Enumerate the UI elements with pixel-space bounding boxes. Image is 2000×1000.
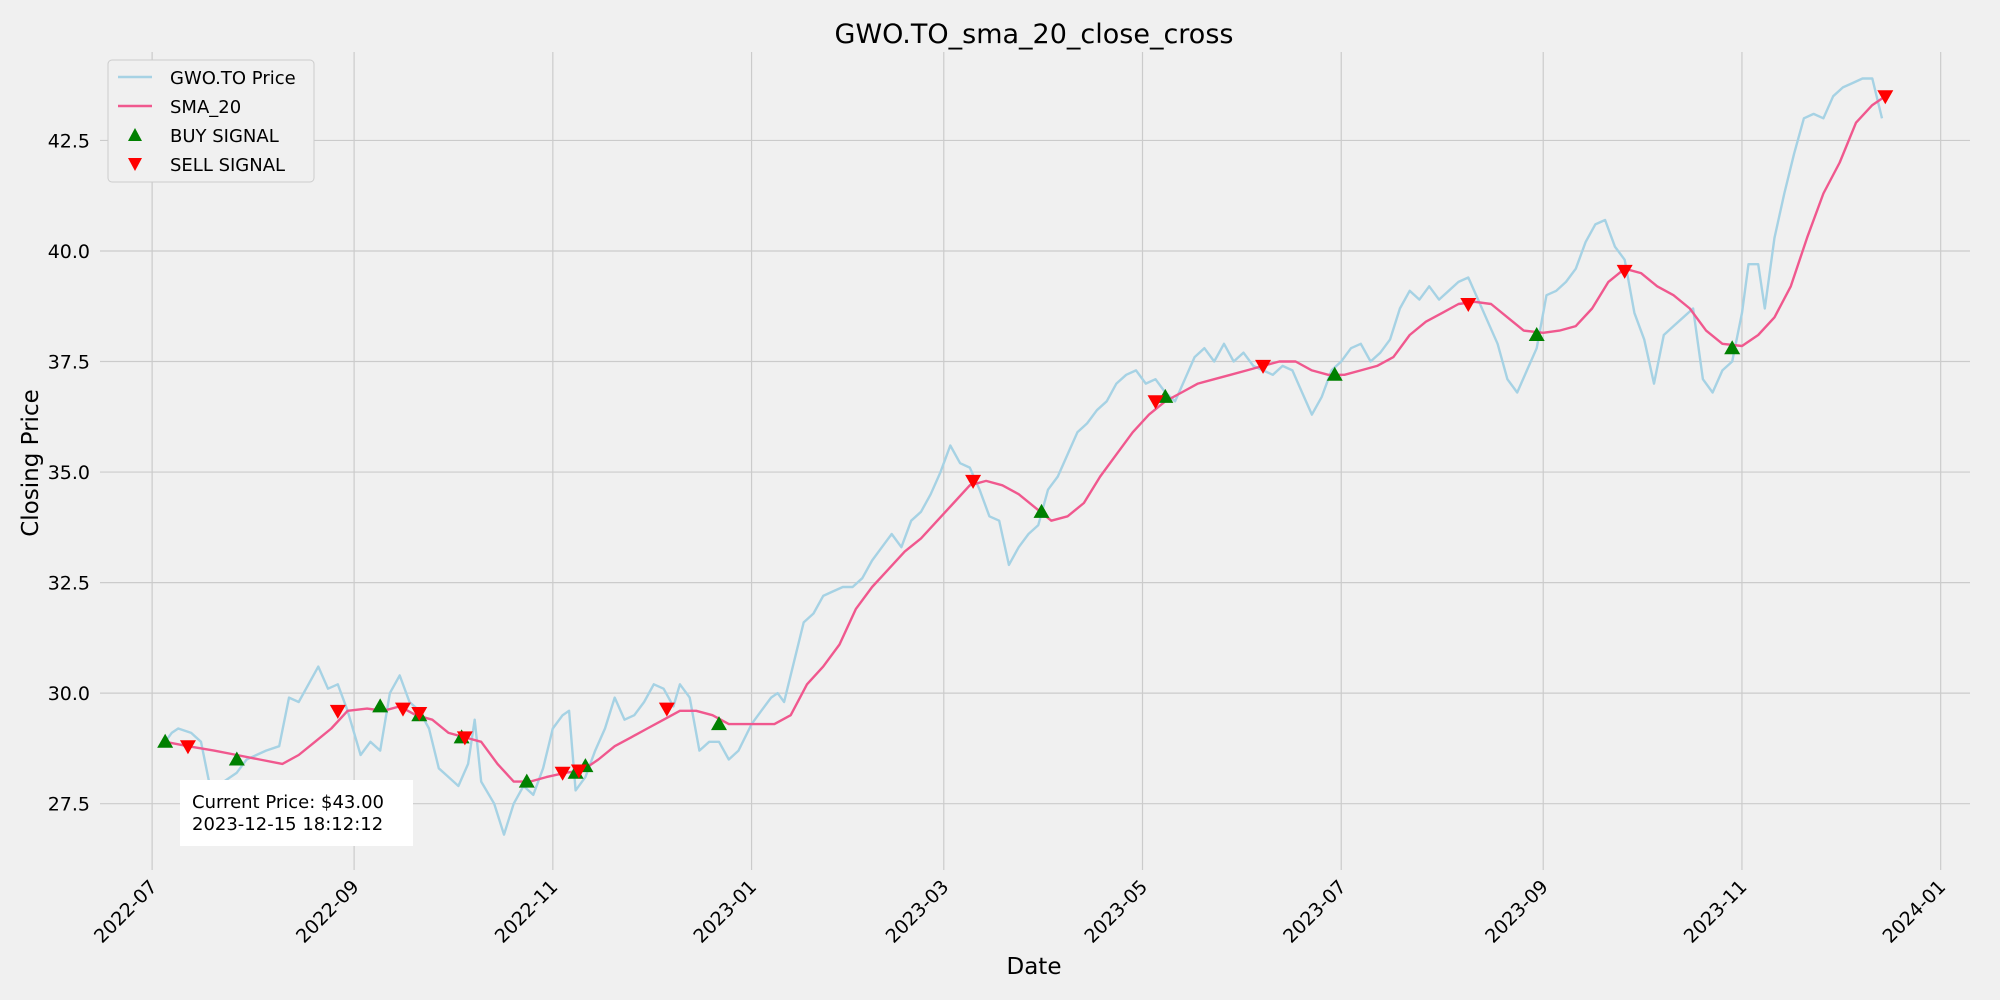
x-tick-label: 2022-09 [292, 876, 364, 948]
y-tick-label: 35.0 [48, 462, 90, 484]
series-layer [164, 77, 1886, 836]
x-tick-label: 2023-07 [1279, 876, 1351, 948]
sell-signal-marker [1616, 264, 1633, 279]
buy-signal-marker [710, 716, 727, 731]
y-tick-label: 30.0 [48, 683, 90, 705]
buy-signal-marker [1528, 326, 1545, 341]
buy-signal-marker [372, 698, 389, 713]
buy-signal-marker [228, 751, 245, 766]
y-tick-label: 27.5 [48, 794, 90, 816]
sell-signal-marker [1460, 298, 1477, 313]
y-tick-label: 37.5 [48, 352, 90, 374]
legend-sma-label: SMA_20 [170, 97, 241, 118]
x-tick-label: 2022-11 [491, 876, 563, 948]
sell-signal-marker [394, 702, 411, 717]
annotation-timestamp: 2023-12-15 18:12:12 [192, 814, 383, 835]
chart-title: GWO.TO_sma_20_close_cross [835, 19, 1234, 50]
sell-signal-marker [570, 764, 587, 779]
sell-signal-marker [329, 704, 346, 719]
sell-signal-marker [411, 707, 428, 722]
buy-signal-marker [1033, 503, 1050, 518]
sell-signal-marker [179, 740, 196, 755]
y-tick-label: 32.5 [48, 573, 90, 595]
buy-signal-marker [1157, 388, 1174, 403]
x-tick-label: 2023-05 [1080, 876, 1152, 948]
sell-signal-marker [1255, 359, 1272, 374]
sell-signal-marker [1147, 395, 1164, 410]
sell-signal-marker [965, 474, 982, 489]
sell-signal-marker [554, 766, 571, 781]
annotation-box [180, 780, 413, 846]
legend-box [107, 59, 315, 183]
legend-price-label: GWO.TO Price [170, 68, 296, 89]
current-price-annotation: Current Price: $43.00 2023-12-15 18:12:1… [180, 780, 413, 846]
sell-signal-marker [1877, 90, 1894, 105]
x-axis-label: Date [1007, 954, 1062, 980]
signal-layer [157, 90, 1894, 788]
x-tick-label: 2023-09 [1481, 876, 1553, 948]
x-tick-label: 2023-03 [882, 876, 954, 948]
legend: GWO.TO Price SMA_20 BUY SIGNAL SELL SIGN… [107, 59, 315, 183]
buy-signal-marker [518, 773, 535, 788]
x-tick-label: 2023-11 [1680, 876, 1752, 948]
legend-buy-label: BUY SIGNAL [170, 126, 279, 147]
y-axis-label: Closing Price [18, 389, 44, 537]
sell-signal-marker [456, 731, 473, 746]
x-tick-label: 2022-07 [90, 876, 162, 948]
x-tick-label: 2024-01 [1879, 876, 1951, 948]
grid [100, 52, 1970, 870]
sma-20-line [164, 95, 1886, 783]
legend-buy-marker [128, 128, 142, 141]
legend-sell-label: SELL SIGNAL [170, 155, 285, 176]
price-line [164, 77, 1884, 836]
buy-signal-marker [1724, 340, 1741, 355]
buy-signal-marker [157, 733, 174, 748]
buy-signal-marker [1326, 366, 1343, 381]
x-tick-label: 2023-01 [689, 876, 761, 948]
annotation-price: Current Price: $43.00 [192, 792, 384, 813]
y-tick-label: 40.0 [48, 241, 90, 263]
legend-sell-marker [128, 158, 142, 171]
y-tick-label: 42.5 [48, 130, 90, 152]
sell-signal-marker [658, 702, 675, 717]
